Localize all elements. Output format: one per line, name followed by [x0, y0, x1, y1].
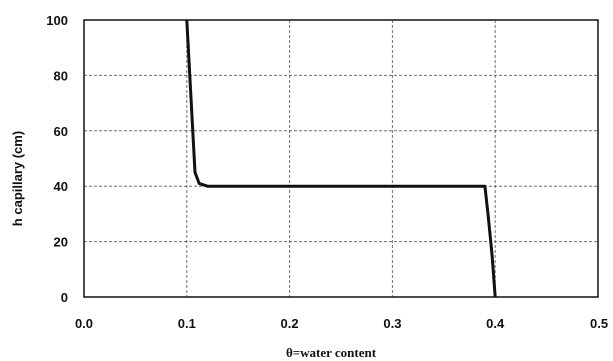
x-tick-label-2: 0.2	[281, 316, 299, 331]
y-axis-label: h capillary (cm)	[10, 131, 25, 226]
x-tick-label-0: 0.0	[75, 316, 93, 331]
y-tick-label-2: 40	[54, 179, 68, 194]
x-tick-label-4: 0.4	[486, 316, 505, 331]
x-tick-labels: 0.0 0.1 0.2 0.3 0.4 0.5	[75, 316, 608, 331]
y-tick-label-5: 100	[46, 13, 68, 28]
x-tick-label-1: 0.1	[178, 316, 196, 331]
y-tick-label-3: 60	[54, 124, 68, 139]
y-tick-label-4: 80	[54, 68, 68, 83]
y-tick-labels: 0 20 40 60 80 100	[46, 13, 68, 305]
series-line-0	[185, 19, 497, 298]
x-axis-label: θ=water content	[286, 345, 377, 360]
y-tick-label-1: 20	[54, 235, 68, 250]
y-tick-label-0: 0	[61, 290, 68, 305]
series-layer	[185, 19, 497, 298]
x-tick-label-5: 0.5	[590, 316, 608, 331]
grid	[84, 20, 598, 297]
x-tick-label-3: 0.3	[383, 316, 401, 331]
plot-frame	[83, 19, 599, 298]
